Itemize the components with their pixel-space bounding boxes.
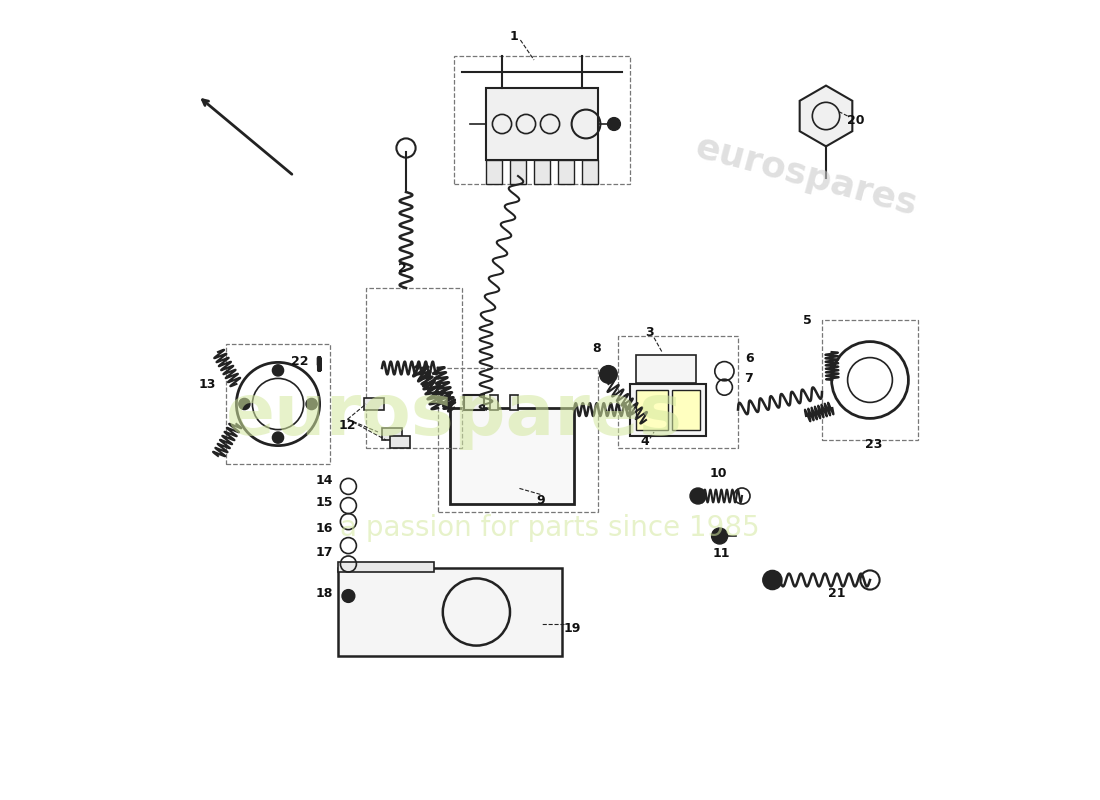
Circle shape bbox=[273, 432, 284, 443]
Bar bbox=[486, 88, 598, 160]
Circle shape bbox=[239, 398, 250, 410]
Bar bbox=[366, 288, 462, 448]
Bar bbox=[636, 390, 668, 430]
Text: eurospares: eurospares bbox=[691, 130, 921, 222]
Bar bbox=[637, 355, 696, 383]
Text: 1: 1 bbox=[509, 30, 518, 42]
Bar bbox=[438, 368, 598, 512]
Circle shape bbox=[690, 488, 706, 504]
Bar bbox=[490, 395, 498, 410]
Bar bbox=[582, 160, 598, 184]
Text: 19: 19 bbox=[563, 622, 581, 634]
Text: 22: 22 bbox=[290, 355, 308, 368]
Circle shape bbox=[443, 578, 510, 646]
Circle shape bbox=[273, 365, 284, 376]
Circle shape bbox=[342, 590, 355, 602]
Text: 12: 12 bbox=[339, 419, 356, 432]
Text: 17: 17 bbox=[316, 546, 333, 558]
Text: 10: 10 bbox=[710, 467, 727, 480]
Text: eurospares: eurospares bbox=[226, 382, 682, 450]
Bar bbox=[510, 395, 518, 410]
Bar bbox=[534, 160, 550, 184]
Bar bbox=[450, 408, 574, 504]
Bar bbox=[390, 436, 410, 448]
Text: 4: 4 bbox=[640, 435, 649, 448]
Bar bbox=[338, 568, 562, 656]
Bar bbox=[486, 160, 502, 184]
Text: 16: 16 bbox=[316, 522, 333, 534]
Bar bbox=[630, 384, 706, 436]
Text: 2: 2 bbox=[397, 262, 406, 274]
Text: 14: 14 bbox=[316, 474, 333, 486]
Text: 13: 13 bbox=[199, 378, 217, 390]
Text: 11: 11 bbox=[713, 547, 730, 560]
Bar bbox=[618, 336, 738, 448]
Text: 20: 20 bbox=[847, 114, 865, 126]
Bar bbox=[364, 398, 384, 410]
Text: 15: 15 bbox=[316, 496, 333, 509]
Text: 23: 23 bbox=[866, 438, 882, 450]
Text: 5: 5 bbox=[803, 314, 812, 326]
Text: 18: 18 bbox=[316, 587, 333, 600]
Circle shape bbox=[762, 570, 782, 590]
Bar bbox=[382, 428, 402, 440]
Bar bbox=[454, 56, 630, 184]
Text: 6: 6 bbox=[746, 352, 755, 365]
Bar bbox=[464, 395, 484, 410]
Bar bbox=[822, 320, 918, 440]
Bar bbox=[226, 344, 330, 464]
Text: 9: 9 bbox=[536, 494, 544, 506]
Text: 21: 21 bbox=[827, 587, 845, 600]
Bar bbox=[558, 160, 574, 184]
Circle shape bbox=[600, 366, 617, 383]
Text: 8: 8 bbox=[592, 342, 601, 354]
Text: 3: 3 bbox=[646, 326, 654, 338]
Text: a passion for parts since 1985: a passion for parts since 1985 bbox=[340, 514, 760, 542]
Circle shape bbox=[712, 528, 727, 544]
Bar bbox=[672, 390, 700, 430]
Circle shape bbox=[607, 118, 620, 130]
Circle shape bbox=[306, 398, 317, 410]
Bar bbox=[510, 160, 526, 184]
Text: 7: 7 bbox=[744, 372, 752, 385]
Bar bbox=[338, 562, 434, 572]
